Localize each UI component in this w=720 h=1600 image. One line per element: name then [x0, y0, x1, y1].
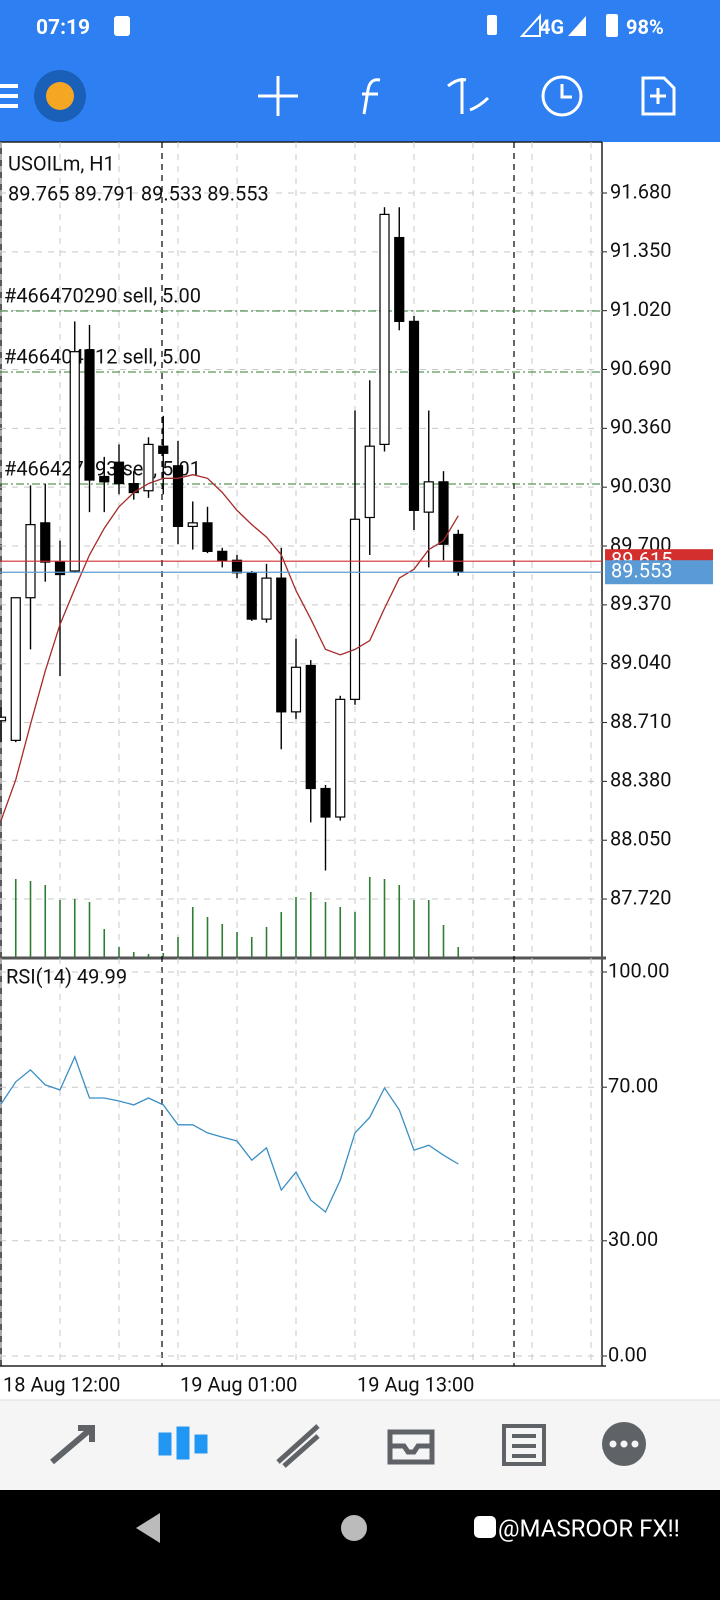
chart-layer: 91.680 91.350 91.020 90.690 90.360 90.030 89.7…: [0, 142, 713, 1396]
x-tick-label: 19 Aug 13:00: [357, 1372, 474, 1396]
rsi-line: [0, 1055, 459, 1214]
facebook-icon: [474, 1516, 496, 1538]
candle-body: [40, 522, 51, 563]
candle-body: [113, 461, 125, 485]
moving-average: [0, 474, 459, 821]
bid-label-box: [605, 560, 713, 585]
candle-body: [143, 443, 154, 492]
y-tick-label: 90.690: [610, 356, 671, 380]
candle-body: [54, 561, 66, 576]
y-tick-label: 70.00: [608, 1073, 658, 1097]
battery-level: 98%: [626, 15, 664, 39]
signal-icon: [519, 13, 541, 37]
candle-body: [453, 533, 464, 573]
x-tick-label: 19 Aug 01:00: [180, 1372, 297, 1396]
y-tick-label: 90.360: [610, 415, 671, 439]
chart-tab[interactable]: [158, 1426, 208, 1460]
menu-button[interactable]: [0, 84, 18, 108]
quotes-tab[interactable]: [50, 1425, 95, 1465]
candle-body: [246, 572, 257, 620]
home-button[interactable]: [341, 1515, 367, 1541]
candle-body: [202, 522, 213, 552]
x-tick-label: 18 Aug 12:00: [3, 1372, 120, 1396]
news-tab[interactable]: [502, 1424, 546, 1466]
y-tick-label: 89.040: [610, 650, 671, 674]
history-tab[interactable]: [387, 1429, 435, 1465]
y-tick-label: 88.710: [610, 709, 671, 733]
candle-body: [158, 445, 169, 454]
bottom-nav: [0, 1400, 720, 1490]
bottom-nav-items: [50, 1422, 646, 1468]
timeframe-button[interactable]: [541, 75, 583, 117]
candle-body: [217, 550, 228, 561]
y-tick-label: 91.680: [610, 179, 671, 203]
app-logo-inner: [46, 82, 74, 110]
candle-body: [276, 577, 287, 713]
y-tick-label: 87.720: [610, 885, 671, 909]
candle-body: [69, 351, 80, 572]
candle-body: [231, 559, 243, 574]
candle-body: [0, 716, 7, 722]
candle-body: [99, 475, 110, 483]
trade-button[interactable]: [447, 78, 490, 114]
order-label: #466470290 sell, 5.00: [4, 283, 201, 307]
y-tick-label: 100.00: [608, 958, 669, 982]
watermark: @MASROOR FX!!: [498, 1514, 680, 1542]
candle-body: [84, 349, 95, 481]
system-nav-bar: [0, 1490, 720, 1600]
y-tick-label: 88.380: [610, 768, 671, 792]
candle-body: [172, 465, 184, 528]
candle-body: [261, 577, 272, 620]
candle-body: [187, 522, 198, 528]
toolbar: [0, 70, 676, 122]
signal-icon-2: [568, 16, 586, 36]
rsi-title: RSI(14) 49.99: [6, 964, 127, 988]
status-time: 07:19: [36, 16, 90, 40]
candle-body: [438, 481, 449, 545]
y-tick-label: 91.350: [610, 238, 671, 262]
y-tick-label: 91.020: [610, 297, 671, 321]
crosshair-button[interactable]: [258, 76, 298, 116]
candle-body: [394, 236, 405, 322]
candle-body: [423, 481, 434, 513]
order-label: #466404512 sell, 5.00: [4, 344, 201, 368]
candle-body: [335, 698, 346, 818]
y-tick-label: 88.050: [610, 826, 671, 850]
y-tick-label: 0.00: [608, 1342, 647, 1366]
battery-icon: [606, 14, 618, 37]
candle-body: [349, 518, 361, 700]
network-type: 4G: [539, 15, 564, 39]
data-icon: [114, 16, 130, 36]
new-order-button[interactable]: [641, 76, 676, 116]
candle-body: [320, 787, 331, 818]
indicator-button[interactable]: [362, 78, 381, 115]
y-tick-label: 90.030: [610, 473, 671, 497]
vibrate-icon: [487, 15, 497, 35]
chart-symbol: USOILm, H1: [8, 151, 115, 175]
bid-label: 89.553: [611, 559, 672, 583]
back-button[interactable]: [136, 1513, 160, 1543]
candle-body: [364, 445, 375, 519]
y-tick-label: 30.00: [608, 1227, 658, 1251]
trade-tab[interactable]: [276, 1424, 320, 1468]
chart-ohlc: 89.765 89.791 89.533 89.553: [8, 181, 269, 205]
clock-hands: [560, 84, 572, 99]
candle-body: [10, 597, 21, 741]
candle-body: [408, 320, 420, 511]
candle-body: [290, 666, 302, 713]
candle-body: [305, 664, 316, 790]
candle-body: [379, 213, 390, 445]
chart-area: [0, 142, 720, 1400]
status-icons: [114, 13, 618, 37]
y-tick-label: 89.370: [610, 591, 671, 615]
